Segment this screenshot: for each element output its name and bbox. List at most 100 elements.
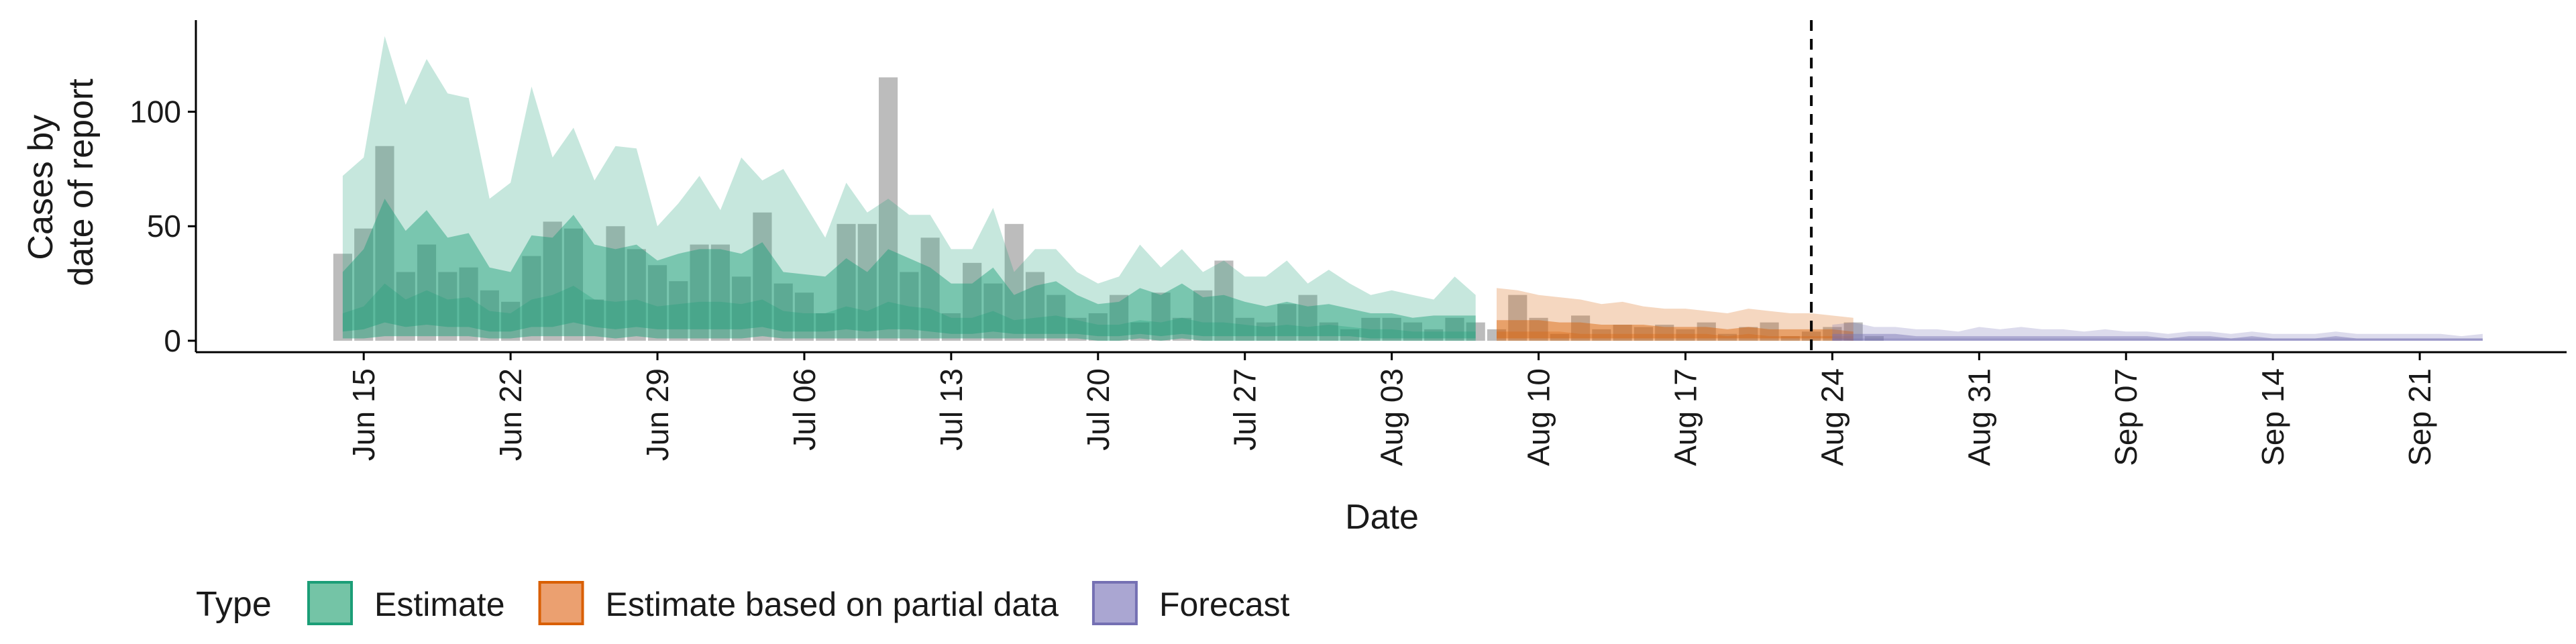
band-90 bbox=[1497, 288, 1854, 341]
observed-bar bbox=[438, 272, 458, 341]
observed-bar bbox=[794, 292, 814, 341]
observed-bar bbox=[878, 77, 898, 341]
x-tick-label: Jun 22 bbox=[493, 368, 528, 461]
observed-bar bbox=[564, 228, 584, 341]
x-tick-label: Aug 31 bbox=[1962, 368, 1996, 466]
x-tick-label: Jul 27 bbox=[1228, 368, 1263, 451]
plot-area bbox=[333, 20, 2483, 352]
observed-bar bbox=[354, 228, 374, 341]
observed-bar bbox=[1088, 313, 1108, 341]
y-axis-title-line-1: Cases by bbox=[21, 115, 60, 260]
legend-label: Estimate based on partial data bbox=[606, 586, 1059, 623]
observed-bar bbox=[1403, 322, 1422, 341]
observed-bar bbox=[857, 223, 877, 341]
observed-bar bbox=[1739, 327, 1758, 341]
legend-title: Type bbox=[196, 585, 272, 624]
observed-bar bbox=[753, 212, 772, 341]
y-axis-title: Cases by date of report bbox=[21, 78, 101, 286]
observed-bar bbox=[522, 256, 541, 341]
observed-bar bbox=[1004, 223, 1024, 341]
band-50 bbox=[1497, 320, 1854, 341]
observed-bar bbox=[1424, 329, 1444, 341]
x-tick-label: Aug 10 bbox=[1521, 368, 1556, 466]
x-tick-label: Aug 17 bbox=[1668, 368, 1703, 466]
observed-bar bbox=[1382, 317, 1401, 341]
series-estimate bbox=[342, 36, 1476, 341]
legend-label: Estimate bbox=[374, 586, 505, 623]
x-tick-label: Jul 06 bbox=[787, 368, 822, 451]
observed-bar bbox=[1717, 333, 1737, 341]
observed-bar bbox=[1298, 294, 1318, 341]
observed-bar bbox=[1445, 317, 1464, 341]
observed-bar bbox=[1697, 322, 1716, 341]
observed-bar bbox=[690, 244, 709, 341]
series-forecast bbox=[1832, 322, 2483, 341]
legend-swatch bbox=[307, 581, 353, 625]
observed-bar bbox=[1864, 336, 1884, 341]
observed-bar bbox=[1760, 322, 1779, 341]
observed-bar bbox=[333, 254, 352, 341]
y-tick-label: 0 bbox=[164, 323, 181, 358]
observed-bar bbox=[710, 244, 730, 341]
observed-bar bbox=[1466, 322, 1485, 341]
observed-bar bbox=[585, 299, 604, 341]
estimate-bands bbox=[342, 36, 2483, 341]
observed-bar bbox=[732, 276, 751, 341]
legend-label: Forecast bbox=[1159, 586, 1290, 623]
observed-bar bbox=[1130, 322, 1150, 341]
observed-bar bbox=[983, 283, 1003, 341]
legend-swatch bbox=[1091, 581, 1138, 625]
legend-entries: Estimate Estimate based on partial data Fo… bbox=[307, 581, 1290, 625]
x-tick-label: Jul 20 bbox=[1081, 368, 1116, 451]
legend-entry: Estimate bbox=[307, 581, 505, 625]
legend-swatch bbox=[538, 581, 584, 625]
band-90 bbox=[1832, 322, 2483, 341]
observed-bar bbox=[480, 290, 499, 341]
band-50 bbox=[342, 199, 1476, 339]
observed-bar bbox=[1780, 336, 1800, 341]
observed-bar bbox=[1193, 290, 1213, 341]
observed-bar bbox=[1151, 292, 1171, 341]
x-tick-label: Sep 21 bbox=[2402, 368, 2437, 466]
observed-bar bbox=[1256, 322, 1276, 341]
observed-bar bbox=[1277, 304, 1297, 341]
legend-entry: Estimate based on partial data bbox=[538, 581, 1059, 625]
observed-bar bbox=[816, 313, 835, 341]
observed-bar bbox=[627, 249, 646, 341]
x-tick-label: Jul 13 bbox=[934, 368, 969, 451]
series-partial bbox=[1497, 288, 1854, 341]
observed-bar bbox=[459, 267, 478, 341]
observed-bar bbox=[1025, 272, 1045, 341]
observed-bar bbox=[1214, 260, 1234, 341]
observed-bar bbox=[773, 283, 793, 341]
x-tick-label: Aug 24 bbox=[1815, 368, 1849, 466]
band-90 bbox=[342, 36, 1476, 341]
x-tick-label: Jun 29 bbox=[640, 368, 675, 461]
observed-bar bbox=[1676, 329, 1695, 341]
band-inner bbox=[1832, 338, 2483, 341]
observed-bar bbox=[1802, 331, 1821, 341]
observed-bar bbox=[647, 265, 667, 341]
observed-bar bbox=[1633, 327, 1654, 341]
observed-bar bbox=[1655, 325, 1674, 341]
observed-bar bbox=[1571, 315, 1591, 341]
observed-cases-bars bbox=[333, 77, 1884, 341]
y-axis-ticks: 0 50 100 bbox=[129, 95, 196, 358]
observed-bar bbox=[375, 146, 394, 341]
x-tick-label: Sep 07 bbox=[2108, 368, 2143, 466]
y-axis-title-line-2: date of report bbox=[62, 78, 101, 286]
observed-bar bbox=[1508, 294, 1527, 341]
observed-bar bbox=[417, 244, 437, 341]
observed-bar bbox=[501, 301, 521, 341]
observed-bar bbox=[1613, 325, 1632, 341]
observed-bar bbox=[1592, 329, 1611, 341]
observed-bar bbox=[1823, 327, 1842, 341]
observed-bar bbox=[920, 237, 940, 341]
observed-bar bbox=[1046, 294, 1066, 341]
observed-bar bbox=[963, 262, 982, 341]
band-inner bbox=[1497, 331, 1854, 341]
observed-bar bbox=[1235, 317, 1254, 341]
observed-bar bbox=[543, 221, 562, 341]
legend: Type Estimate Estimate based on partial d… bbox=[196, 581, 1290, 625]
